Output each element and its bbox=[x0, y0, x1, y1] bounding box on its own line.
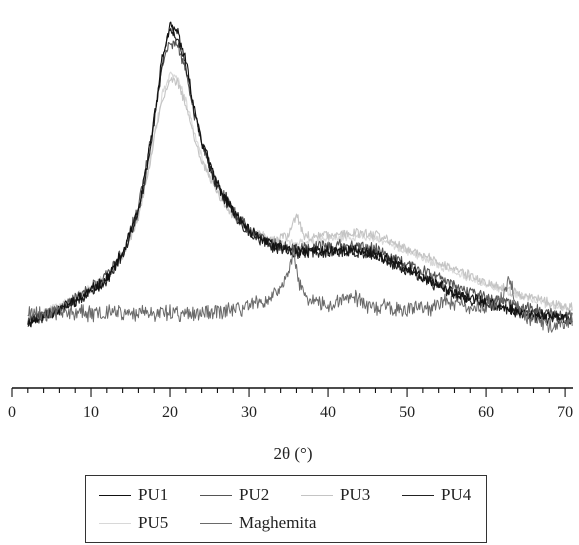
x-tick-label: 0 bbox=[8, 404, 16, 421]
legend-item-pu3: PU3 bbox=[301, 485, 370, 505]
x-tick-label: 50 bbox=[399, 404, 415, 421]
legend-item-pu5: PU5 bbox=[99, 513, 168, 533]
legend-label-pu4: PU4 bbox=[441, 485, 472, 504]
legend-item-maghemita: Maghemita bbox=[200, 513, 316, 533]
legend: PU1 PU2 PU3 PU4 PU5 Maghemita bbox=[85, 475, 487, 543]
legend-label-pu1: PU1 bbox=[138, 485, 169, 504]
legend-label-pu3: PU3 bbox=[340, 485, 371, 504]
legend-swatch-pu4 bbox=[402, 494, 434, 496]
legend-swatch-pu2 bbox=[200, 494, 232, 496]
legend-item-pu4: PU4 bbox=[402, 485, 471, 505]
legend-item-pu2: PU2 bbox=[200, 485, 269, 505]
series-line-maghemita bbox=[27, 244, 573, 333]
x-tick-label: 40 bbox=[320, 404, 336, 421]
legend-swatch-pu3 bbox=[301, 494, 333, 496]
x-tick-label: 70 bbox=[557, 404, 573, 421]
legend-label-maghemita: Maghemita bbox=[239, 513, 317, 532]
x-ticks: 0 10 20 30 40 50 60 70 bbox=[8, 388, 573, 421]
xrd-chart: 0 10 20 30 40 50 60 70 2θ (°) bbox=[8, 21, 573, 463]
x-tick-label: 30 bbox=[241, 404, 257, 421]
x-tick-label: 10 bbox=[83, 404, 99, 421]
legend-label-pu5: PU5 bbox=[138, 513, 169, 532]
legend-swatch-pu5 bbox=[99, 522, 131, 524]
legend-swatch-maghemita bbox=[200, 522, 232, 524]
series-layer bbox=[27, 21, 573, 333]
x-tick-label: 20 bbox=[162, 404, 178, 421]
legend-item-pu1: PU1 bbox=[99, 485, 168, 505]
x-axis-title: 2θ (°) bbox=[273, 444, 312, 463]
legend-label-pu2: PU2 bbox=[239, 485, 270, 504]
x-tick-label: 60 bbox=[478, 404, 494, 421]
legend-swatch-pu1 bbox=[99, 494, 131, 496]
